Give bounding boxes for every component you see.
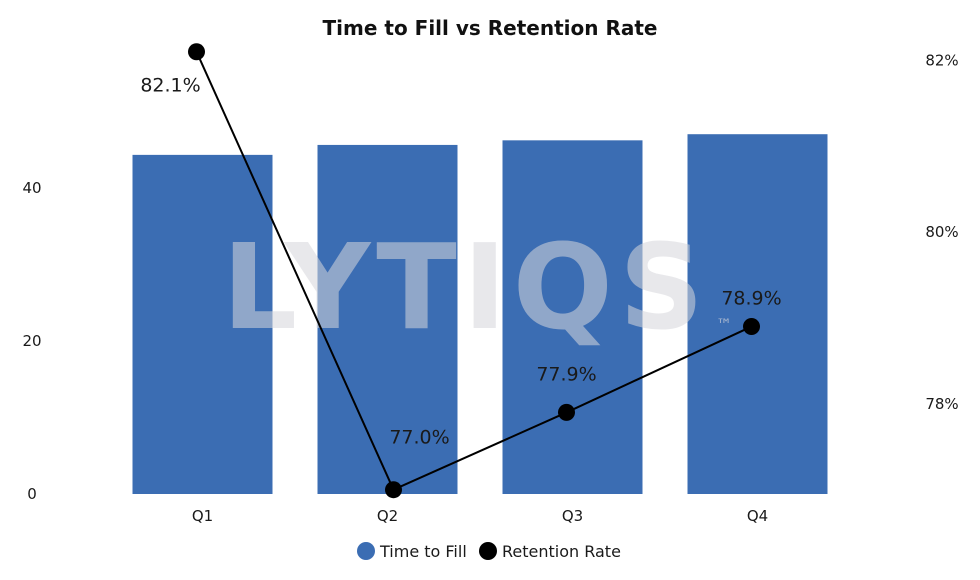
x-tick-label: Q1 [192, 507, 213, 525]
x-tick-label: Q2 [377, 507, 398, 525]
chart-title: Time to Fill vs Retention Rate [323, 16, 658, 40]
watermark-text: LYTIQS [222, 218, 710, 356]
line-series: 82.1% 77.0% 77.9% 78.9% [140, 43, 782, 499]
x-axis: Q1 Q2 Q3 Q4 [192, 507, 768, 525]
watermark: LYTIQS ™ [222, 218, 732, 356]
retention-data-label: 82.1% [140, 75, 200, 97]
legend: Time to Fill Retention Rate [357, 542, 621, 561]
bar-q1 [132, 154, 273, 494]
left-tick-label: 40 [22, 179, 41, 197]
legend-swatch-retention-rate [479, 542, 497, 560]
right-tick-label: 80% [925, 223, 958, 241]
x-tick-label: Q4 [747, 507, 768, 525]
retention-point-q1 [188, 43, 205, 61]
retention-point-q2 [385, 481, 402, 499]
bar-q2 [317, 144, 458, 494]
legend-label-retention-rate: Retention Rate [502, 542, 621, 561]
bar-series [132, 134, 828, 494]
x-tick-label: Q3 [562, 507, 583, 525]
left-axis: 0 20 40 [22, 179, 41, 503]
bar-q4 [687, 134, 828, 494]
retention-data-label: 77.0% [389, 427, 449, 449]
bar-q3 [502, 140, 643, 494]
left-tick-label: 0 [27, 485, 37, 503]
retention-data-label: 77.9% [536, 363, 596, 385]
right-axis: 78% 80% 82% [925, 51, 958, 413]
retention-point-q4 [743, 318, 760, 336]
retention-data-label: 78.9% [721, 288, 781, 310]
left-tick-label: 20 [22, 332, 41, 350]
right-tick-label: 78% [925, 395, 958, 413]
legend-label-time-to-fill: Time to Fill [379, 542, 467, 561]
legend-swatch-time-to-fill [357, 542, 375, 560]
right-tick-label: 82% [925, 51, 958, 69]
watermark-trademark: ™ [716, 315, 732, 334]
retention-point-q3 [558, 403, 575, 421]
retention-line [195, 51, 752, 492]
